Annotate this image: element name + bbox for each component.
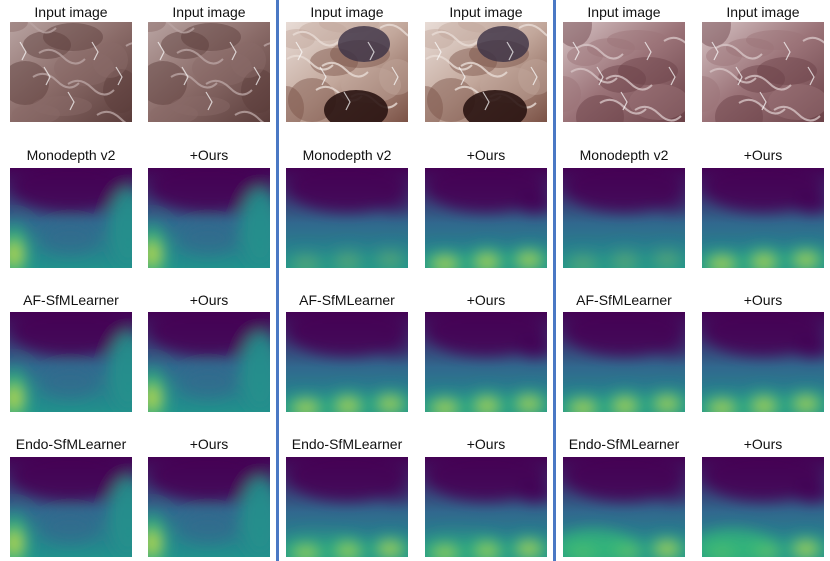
panel-label: Input image [449,4,523,20]
panel-label: +Ours [189,436,229,452]
panel-label: +Ours [466,292,506,308]
input-image [702,22,824,122]
panel-label: AF-SfMLearner [299,292,395,308]
depth-map [563,312,685,412]
depth-map [148,312,270,412]
depth-map [10,457,132,557]
panel-label: Input image [34,4,108,20]
panel-label: Endo-SfMLearner [568,436,680,452]
panel-label: Endo-SfMLearner [291,436,403,452]
panel-label: Monodepth v2 [302,147,392,163]
depth-map [286,457,408,557]
depth-map [702,312,824,412]
panel-label: Input image [587,4,661,20]
panel-label: Monodepth v2 [26,147,116,163]
panel-label: Input image [726,4,800,20]
panel-label: Endo-SfMLearner [15,436,127,452]
input-image [286,22,408,122]
panel-label: Monodepth v2 [579,147,669,163]
depth-map [286,168,408,268]
input-image [563,22,685,122]
group-divider-1 [276,0,279,561]
panel-label: +Ours [743,292,783,308]
depth-map [425,457,547,557]
panel-label: +Ours [743,436,783,452]
panel-label: +Ours [189,292,229,308]
panel-label: AF-SfMLearner [23,292,119,308]
panel-label: Input image [310,4,384,20]
depth-map [702,457,824,557]
input-image [425,22,547,122]
depth-map [425,168,547,268]
depth-map [425,312,547,412]
group-divider-2 [553,0,556,561]
depth-map [10,312,132,412]
panel-label: Input image [172,4,246,20]
panel-label: AF-SfMLearner [576,292,672,308]
depth-map [148,168,270,268]
panel-label: +Ours [189,147,229,163]
depth-map [10,168,132,268]
input-image [148,22,270,122]
input-image [10,22,132,122]
depth-map [702,168,824,268]
depth-map [286,312,408,412]
panel-label: +Ours [466,147,506,163]
depth-map [563,457,685,557]
panel-label: +Ours [466,436,506,452]
depth-map [148,457,270,557]
depth-map [563,168,685,268]
panel-label: +Ours [743,147,783,163]
